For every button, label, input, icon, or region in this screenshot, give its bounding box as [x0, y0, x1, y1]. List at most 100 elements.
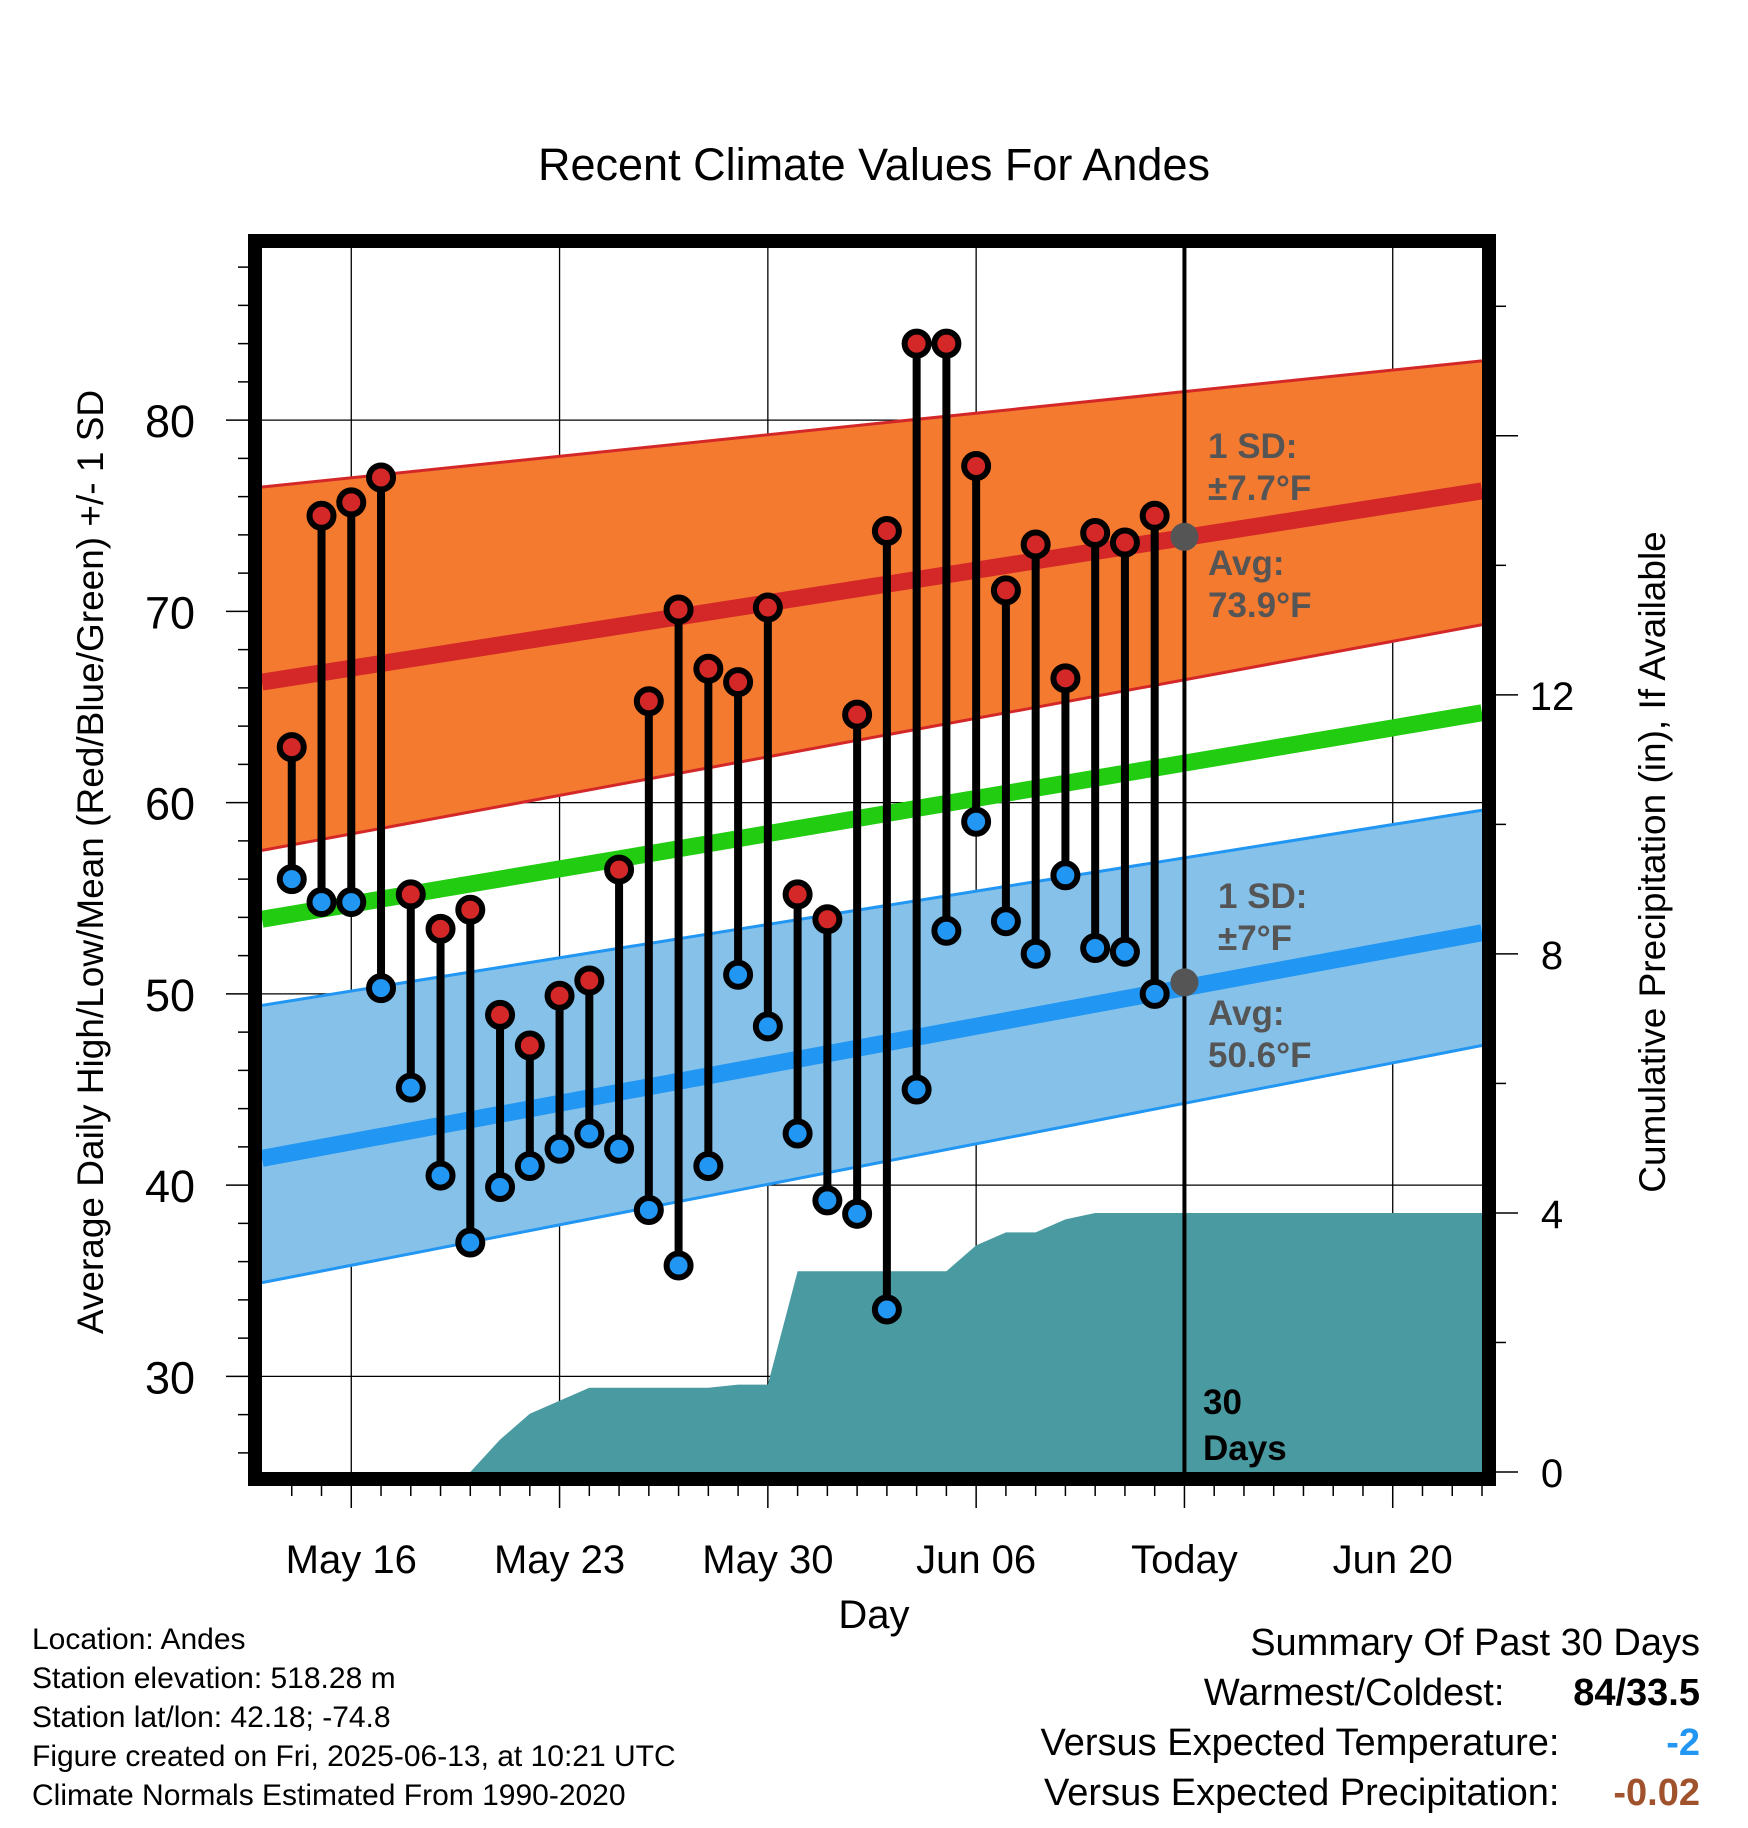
high-avg-label: Avg:: [1208, 544, 1284, 583]
y2-tick-label: 4: [1541, 1193, 1563, 1237]
daily-high-point: [1050, 663, 1081, 694]
daily-low-point: [574, 1118, 605, 1149]
daily-high-point: [306, 500, 337, 531]
high-sd-label: 1 SD:: [1208, 427, 1297, 466]
daily-low-point: [871, 1294, 902, 1325]
daily-high-point: [723, 667, 754, 698]
y-tick-label: 80: [145, 396, 195, 447]
today-days-number: 30: [1203, 1383, 1242, 1422]
daily-low-point: [455, 1227, 486, 1258]
daily-high-point: [961, 451, 992, 482]
created-text: Figure created on Fri, 2025-06-13, at 10…: [32, 1740, 676, 1773]
chart-title: Recent Climate Values For Andes: [538, 139, 1210, 190]
daily-high-point: [276, 732, 307, 763]
low-sd-band-upper-edge: [262, 808, 1482, 1007]
station-info: Location: Andes Station elevation: 518.2…: [32, 1620, 676, 1815]
normals-text: Climate Normals Estimated From 1990-2020: [32, 1779, 626, 1812]
daily-high-point: [336, 487, 367, 518]
y-tick-label: 60: [145, 779, 195, 830]
daily-low-point: [1050, 860, 1081, 891]
daily-high-point: [1139, 500, 1170, 531]
daily-low-point: [990, 906, 1021, 937]
daily-high-point: [574, 965, 605, 996]
daily-high-point: [663, 594, 694, 625]
precipitation-area: [440, 1212, 1482, 1472]
y-tick-label: 50: [145, 970, 195, 1021]
daily-low-point: [931, 915, 962, 946]
daily-high-point: [633, 686, 664, 717]
daily-low-point: [693, 1151, 724, 1181]
daily-low-point: [782, 1118, 813, 1149]
daily-low-point: [1139, 978, 1170, 1009]
daily-low-point: [336, 887, 367, 918]
daily-low-point: [544, 1133, 575, 1164]
daily-low-point: [306, 887, 337, 918]
high-sd-band-lower-edge: [262, 623, 1482, 852]
y-tick-label: 40: [145, 1161, 195, 1212]
daily-high-point: [931, 328, 962, 359]
daily-low-point: [812, 1185, 843, 1216]
low-avg-value: 50.6°F: [1208, 1036, 1312, 1075]
y2-axis-label: Cumulative Precipitation (in), If Availa…: [1632, 531, 1673, 1193]
daily-high-point: [544, 980, 575, 1011]
daily-low-point: [1020, 938, 1051, 969]
temp-value: -2: [1666, 1722, 1700, 1764]
y-tick-label: 70: [145, 587, 195, 638]
daily-high-point: [842, 699, 873, 730]
daily-high-point: [604, 854, 635, 885]
high-avg-value: 73.9°F: [1208, 586, 1312, 625]
daily-high-point: [395, 879, 426, 910]
high-sd-value: ±7.7°F: [1208, 469, 1311, 508]
summary-warmest-row: Warmest/Coldest: 84/33.5: [1041, 1668, 1700, 1718]
daily-low-point: [366, 973, 397, 1004]
y2-tick-label: 0: [1541, 1452, 1563, 1496]
daily-high-point: [871, 516, 902, 547]
normal-mean-line: [262, 704, 1482, 928]
location-text: Location: Andes: [32, 1623, 246, 1656]
daily-high-point: [752, 592, 783, 623]
elevation-text: Station elevation: 518.28 m: [32, 1662, 396, 1695]
daily-high-point: [1109, 527, 1140, 558]
warmest-label: Warmest/Coldest:: [1203, 1672, 1505, 1714]
latlon-text: Station lat/lon: 42.18; -74.8: [32, 1701, 391, 1734]
x-axis-label: Day: [838, 1593, 909, 1637]
daily-low-point: [901, 1074, 932, 1105]
daily-low-point: [514, 1151, 545, 1181]
y2-tick-label: 12: [1530, 675, 1575, 719]
x-tick-label: Jun 06: [916, 1538, 1036, 1582]
summary-temp-row: Versus Expected Temperature: -2: [1041, 1718, 1700, 1768]
normal-high-line: [262, 482, 1482, 691]
daily-low-point: [604, 1133, 635, 1164]
daily-high-point: [485, 999, 516, 1030]
daily-low-point: [842, 1198, 873, 1229]
temp-label: Versus Expected Temperature:: [1040, 1722, 1560, 1764]
summary-precip-row: Versus Expected Precipitation: -0.02: [1041, 1768, 1700, 1818]
low-sd-label: 1 SD:: [1218, 877, 1307, 916]
plot-frame: [248, 234, 1496, 1486]
high-sd-band-upper-edge: [262, 359, 1482, 489]
daily-high-point: [901, 328, 932, 359]
daily-high-point: [782, 879, 813, 910]
high-sd-band: [262, 360, 1482, 851]
daily-low-point: [1080, 932, 1111, 963]
x-tick-label: May 30: [702, 1538, 833, 1582]
daily-low-point: [633, 1194, 664, 1225]
daily-low-point: [395, 1072, 426, 1103]
daily-high-point: [693, 653, 724, 684]
x-tick-label: May 16: [286, 1538, 417, 1582]
warmest-value: 84/33.5: [1573, 1672, 1700, 1714]
daily-high-point: [514, 1030, 545, 1061]
daily-high-point: [1080, 517, 1111, 548]
summary-panel: Summary Of Past 30 Days Warmest/Coldest:…: [1041, 1618, 1700, 1818]
low-avg-marker: [1170, 968, 1199, 997]
daily-low-point: [961, 806, 992, 837]
y-tick-label: 30: [145, 1352, 195, 1403]
y2-tick-label: 8: [1541, 934, 1563, 978]
high-avg-marker: [1170, 522, 1199, 551]
x-tick-label: May 23: [494, 1538, 625, 1582]
daily-high-point: [366, 462, 397, 493]
low-avg-label: Avg:: [1208, 994, 1284, 1033]
daily-low-point: [485, 1172, 516, 1203]
daily-low-point: [752, 1011, 783, 1042]
